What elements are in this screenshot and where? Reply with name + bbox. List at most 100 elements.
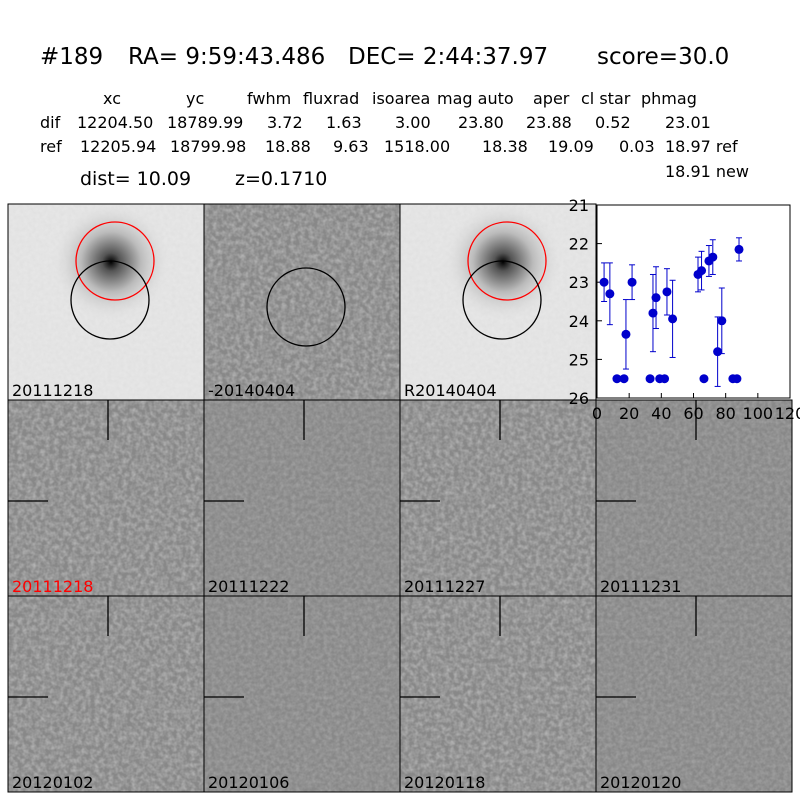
point	[619, 374, 629, 384]
table-cell: 18.97 ref	[665, 137, 738, 156]
stamp: 20120120	[595, 595, 793, 793]
stamp-label: 20120120	[600, 773, 681, 792]
table-cell: 19.09	[548, 137, 594, 156]
table-cell: 18.88	[265, 137, 311, 156]
point	[713, 347, 723, 357]
stamp-label: R20140404	[404, 381, 497, 400]
point	[627, 277, 637, 287]
column-header: phmag	[641, 89, 697, 108]
point	[732, 374, 742, 384]
stamp: 20120118	[399, 595, 597, 793]
stamp-noise	[204, 400, 400, 596]
plot-bg	[596, 204, 791, 399]
stamp-noise	[204, 596, 400, 792]
stamp-label: 20120118	[404, 773, 485, 792]
cand-id: #189	[40, 44, 103, 70]
y-tick-label: 26	[569, 389, 589, 408]
column-header: xc	[103, 89, 121, 108]
stamp-label: 20111227	[404, 577, 485, 596]
column-header: yc	[186, 89, 204, 108]
stamp-noise	[8, 596, 204, 792]
y-tick-label: 23	[569, 273, 589, 292]
point	[734, 244, 744, 254]
stamp-label: -20140404	[208, 381, 295, 400]
redshift: z=0.1710	[235, 168, 327, 190]
stamp-label: 20111222	[208, 577, 289, 596]
table-cell: 3.00	[395, 113, 431, 132]
point	[660, 374, 670, 384]
point	[699, 374, 709, 384]
stamp-label: 20120106	[208, 773, 289, 792]
y-tick-label: 22	[569, 235, 589, 254]
table-cell: 1518.00	[384, 137, 450, 156]
stamp: 20111227	[399, 399, 597, 597]
point	[645, 374, 655, 384]
column-header: mag auto	[437, 89, 514, 108]
table-cell: 18789.99	[167, 113, 243, 132]
stamp-label: 20111218	[12, 381, 93, 400]
stamp-noise	[596, 596, 792, 792]
ref-circle	[467, 221, 547, 301]
stamp: 20111231	[595, 399, 793, 597]
point	[621, 329, 631, 339]
stamp-noise	[8, 400, 204, 596]
table-cell: 18799.98	[170, 137, 246, 156]
x-tick-label: 100	[743, 404, 774, 423]
ref-circle	[75, 221, 155, 301]
y-tick-label: 21	[569, 196, 589, 215]
stamp: 20111218	[7, 399, 205, 597]
column-header: isoarea	[372, 89, 430, 108]
stamp-noise	[400, 596, 596, 792]
point	[708, 252, 718, 262]
x-tick-label: 120	[775, 404, 800, 423]
x-tick-label: 80	[715, 404, 735, 423]
table-cell: 12204.50	[77, 113, 153, 132]
dec: DEC= 2:44:37.97	[348, 44, 548, 70]
y-tick-label: 25	[569, 350, 589, 369]
y-tick-label: 24	[569, 312, 589, 331]
x-tick-label: 0	[592, 404, 602, 423]
table-cell: 9.63	[333, 137, 369, 156]
stamp: 20120102	[7, 595, 205, 793]
cand-circle	[70, 260, 150, 340]
point	[717, 316, 727, 326]
stamp-noise	[204, 204, 400, 400]
table-cell: 23.88	[526, 113, 572, 132]
point	[648, 308, 658, 318]
column-header: fwhm	[247, 89, 291, 108]
table-cell: 12205.94	[80, 137, 156, 156]
column-header: fluxrad	[303, 89, 359, 108]
table-cell: 18.38	[482, 137, 528, 156]
ra: RA= 9:59:43.486	[128, 44, 325, 70]
galaxy	[443, 202, 563, 322]
point	[668, 314, 678, 324]
point	[612, 374, 622, 384]
stamp: -20140404	[203, 203, 401, 401]
stamp-label: 20111231	[600, 577, 681, 596]
stamp-noise	[400, 400, 596, 596]
stamp-frame	[595, 595, 793, 793]
table-cell: dif	[40, 113, 61, 132]
x-tick-label: 20	[619, 404, 639, 423]
stamp: 20111218	[7, 202, 205, 401]
table-cell: ref	[40, 137, 62, 156]
stamp-label: 20111218	[12, 577, 93, 596]
stamp-noise	[596, 400, 792, 596]
phmag-new: 18.91 new	[665, 162, 749, 181]
point	[697, 266, 707, 276]
stamp: R20140404	[399, 202, 597, 401]
column-header: cl star	[581, 89, 631, 108]
cand-circle	[266, 267, 346, 347]
x-tick-label: 60	[683, 404, 703, 423]
stamp: 20120106	[203, 595, 401, 793]
galaxy	[51, 202, 171, 322]
point	[599, 277, 609, 287]
x-tick-label: 40	[651, 404, 671, 423]
cand-circle	[462, 260, 542, 340]
table-cell: 1.63	[326, 113, 362, 132]
table-cell: 23.01	[665, 113, 711, 132]
point	[651, 293, 661, 303]
point	[662, 287, 672, 297]
point	[605, 289, 615, 299]
